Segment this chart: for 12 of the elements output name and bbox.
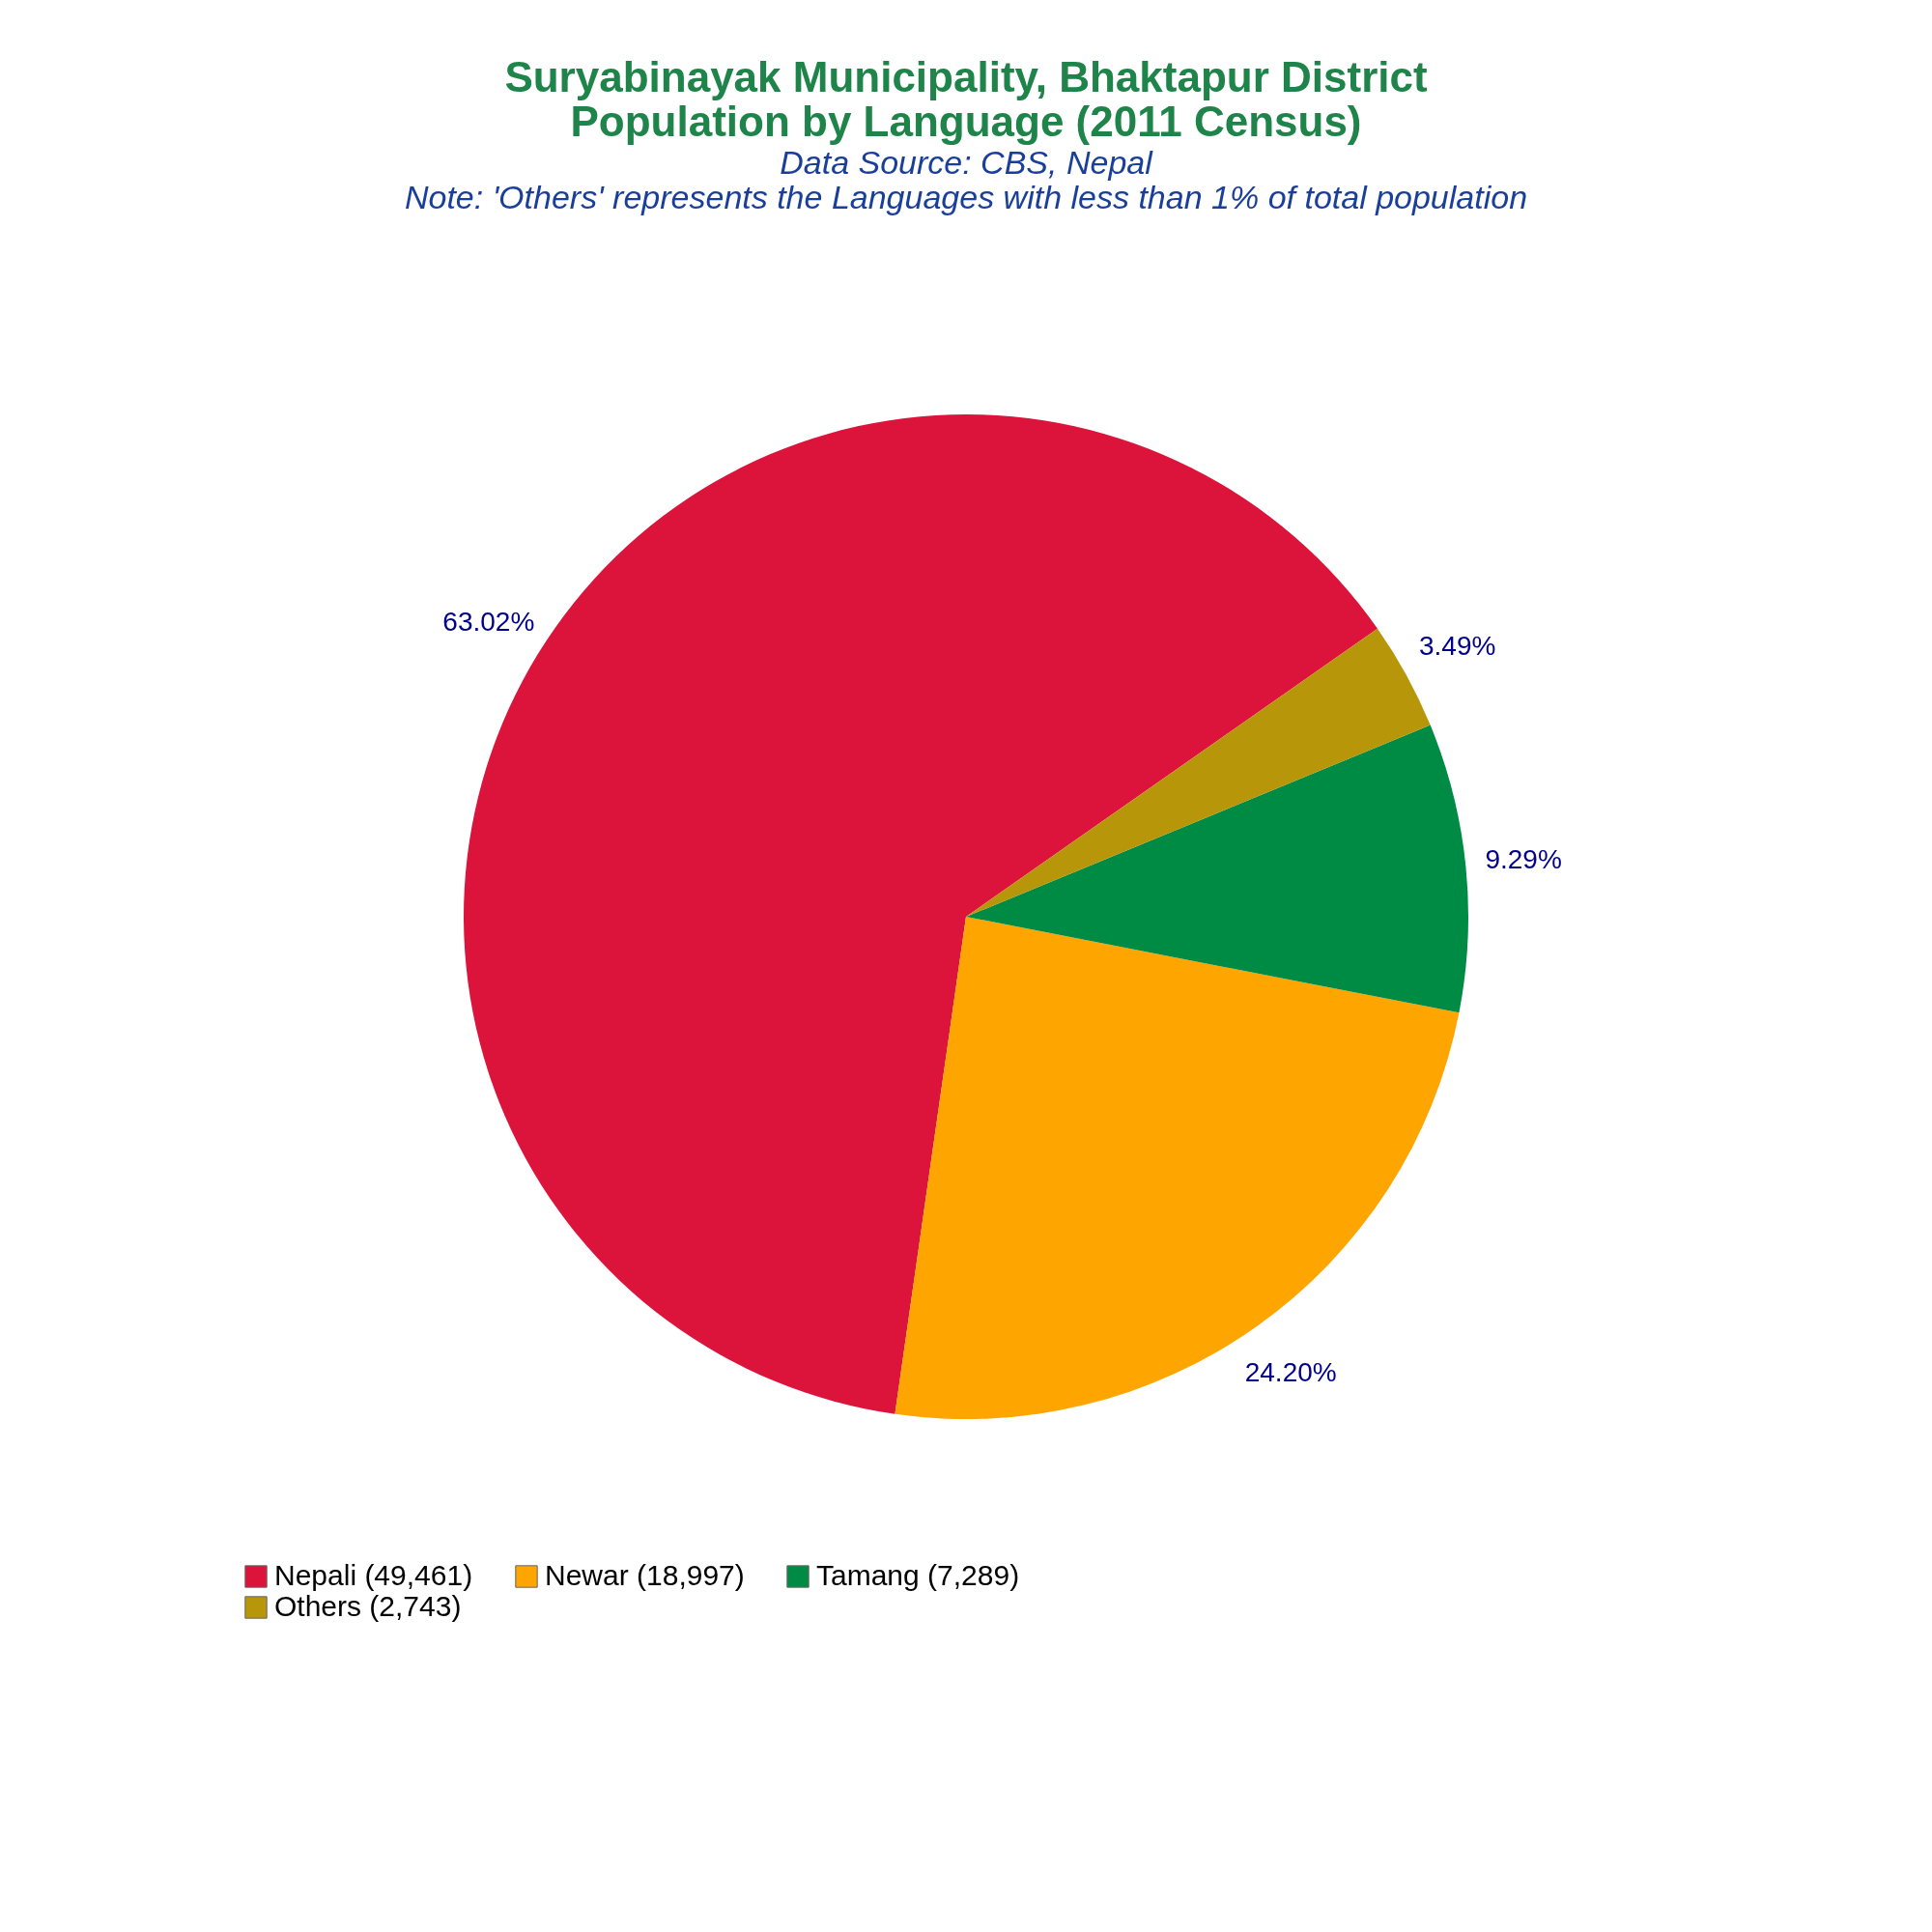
chart-subtitle: Data Source: CBS, Nepal: [780, 144, 1154, 181]
data-label: 9.29%: [1485, 844, 1562, 875]
pie-slice: [966, 724, 1468, 1013]
pie-slice: [895, 917, 1460, 1419]
legend-label: Others (2,743): [274, 1590, 462, 1622]
data-label: 63.02%: [442, 607, 535, 638]
legend-label: Newar (18,997): [545, 1559, 745, 1591]
legend-label: Nepali (49,461): [274, 1559, 473, 1591]
data-label: 3.49%: [1418, 631, 1496, 662]
text: Suryabinayak Municipality, Bhaktapur District: [504, 53, 1428, 100]
data-label: 24.20%: [1244, 1356, 1337, 1387]
legend-label: Tamang (7,289): [816, 1559, 1020, 1591]
